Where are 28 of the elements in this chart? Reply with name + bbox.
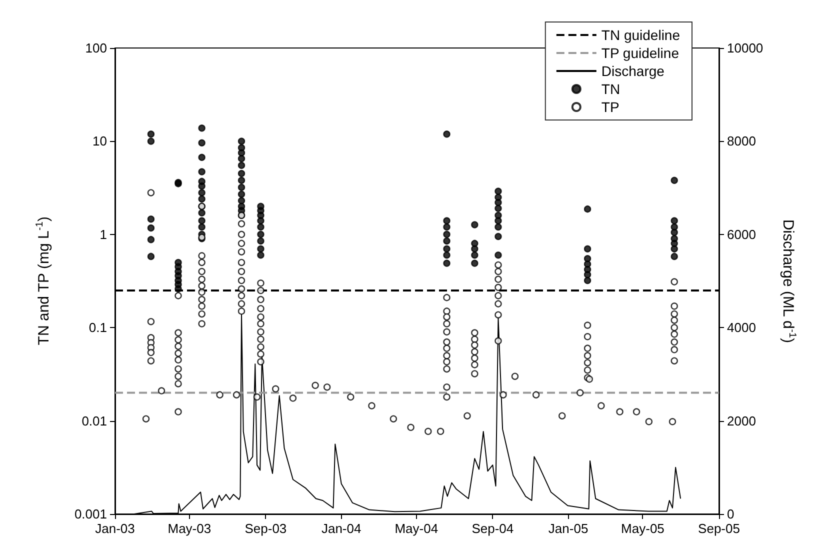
y2-tick-label: 4000 xyxy=(727,320,756,336)
y2-tick-label: 0 xyxy=(727,506,734,522)
y-tick-label: 10 xyxy=(92,134,107,149)
x-tick-label: May-05 xyxy=(621,521,664,536)
y-tick-label: 0.01 xyxy=(82,413,107,428)
legend-label: TP xyxy=(601,99,620,115)
legend-label: TN guideline xyxy=(601,27,680,43)
x-tick-label: Sep-03 xyxy=(244,521,287,536)
x-tick-label: Sep-05 xyxy=(698,521,740,536)
y2-tick-label: 2000 xyxy=(727,413,756,428)
y-tick-label: 0.001 xyxy=(74,506,107,522)
x-tick-label: Jan-03 xyxy=(95,521,135,536)
x-tick-label: May-04 xyxy=(394,521,438,536)
y-axis-title: TN and TP (mg L-1) xyxy=(34,216,52,346)
y-tick-label: 0.1 xyxy=(88,320,107,336)
legend-label: Discharge xyxy=(601,63,665,79)
x-tick-label: Jan-04 xyxy=(321,521,362,536)
legend-label: TP guideline xyxy=(601,45,680,61)
y2-tick-label: 10000 xyxy=(727,40,764,56)
y2-axis-title: Discharge (ML d-1) xyxy=(780,219,798,343)
legend-label: TN xyxy=(601,81,620,97)
y2-tick-label: 8000 xyxy=(727,134,756,149)
x-tick-label: Sep-04 xyxy=(472,521,514,536)
y-tick-label: 100 xyxy=(85,40,107,56)
x-tick-label: May-03 xyxy=(168,521,212,536)
y-tick-label: 1 xyxy=(100,226,107,242)
x-tick-label: Jan-05 xyxy=(548,521,588,536)
y2-tick-label: 6000 xyxy=(727,226,756,242)
